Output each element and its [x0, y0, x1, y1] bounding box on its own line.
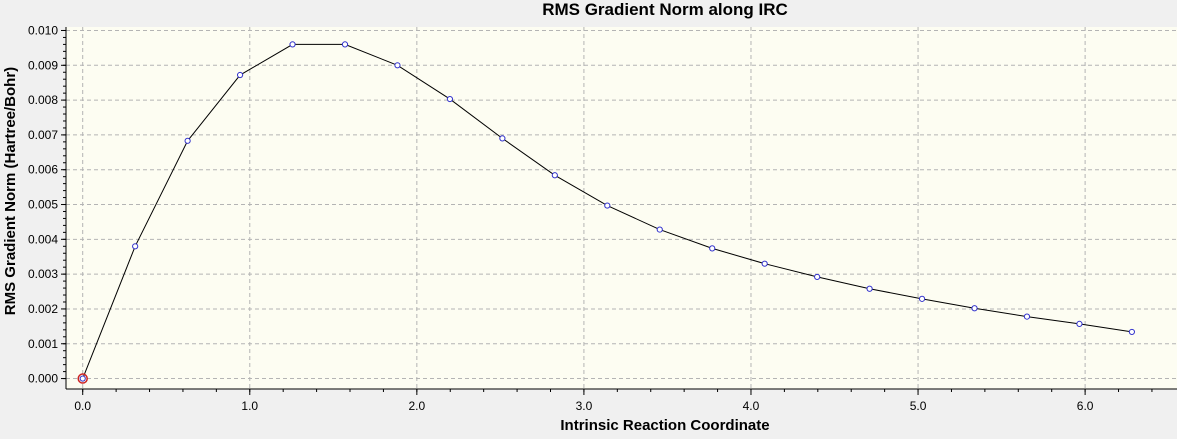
- data-point: [814, 273, 821, 281]
- y-tick-label: 0.004: [28, 232, 58, 246]
- x-tick-label: 1.0: [241, 399, 258, 413]
- x-tick-label: 3.0: [576, 399, 593, 413]
- data-point: [236, 71, 244, 79]
- chart-title: RMS Gradient Norm along IRC: [542, 0, 788, 19]
- axes: 0.000 0.001 0.002 0.003 0.004 0.005 0.006 0.007…: [28, 23, 1177, 413]
- y-tick-label: 0.006: [28, 163, 58, 177]
- data-point: [866, 285, 873, 292]
- data-point: [289, 41, 296, 48]
- data-point: [971, 305, 978, 312]
- data-point: [184, 137, 191, 144]
- x-tick-label: 6.0: [1077, 399, 1094, 413]
- data-point: [132, 243, 139, 250]
- y-tick-label: 0.009: [28, 58, 58, 72]
- data-point: [761, 260, 768, 267]
- data-point: [79, 375, 86, 382]
- y-tick-label: 0.008: [28, 93, 58, 107]
- data-point: [446, 95, 454, 103]
- series-group: [77, 41, 1135, 384]
- y-tick-label: 0.005: [28, 198, 58, 212]
- y-tick-label: 0.010: [28, 23, 58, 37]
- data-point: [394, 62, 401, 69]
- x-tick-label: 2.0: [408, 399, 425, 413]
- data-point: [499, 135, 506, 142]
- data-point: [1076, 320, 1083, 328]
- y-tick-label: 0.000: [28, 372, 58, 386]
- x-tick-label: 0.0: [74, 399, 91, 413]
- data-point: [918, 295, 926, 302]
- data-point: [604, 202, 611, 209]
- data-point: [551, 172, 558, 179]
- data-point: [341, 41, 349, 48]
- y-tick-label: 0.002: [28, 302, 58, 316]
- data-point: [1023, 313, 1031, 320]
- x-tick-label: 5.0: [910, 399, 927, 413]
- y-axis-label: RMS Gradient Norm (Hartree/Bohr): [2, 67, 19, 315]
- current-point-marker: [77, 373, 88, 384]
- grid-lines: [66, 27, 1177, 389]
- y-tick-label: 0.001: [28, 337, 58, 351]
- y-tick-label: 0.003: [28, 267, 58, 281]
- x-axis-label: Intrinsic Reaction Coordinate: [560, 417, 769, 434]
- data-point: [1128, 328, 1135, 336]
- data-point: [656, 226, 663, 233]
- y-tick-label: 0.007: [28, 128, 58, 142]
- plot-area: [66, 27, 1177, 389]
- data-point: [709, 245, 716, 252]
- x-tick-label: 4.0: [743, 399, 760, 413]
